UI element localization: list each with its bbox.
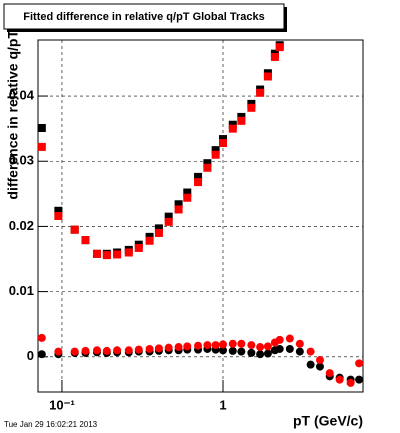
marker (154, 224, 163, 233)
y-axis-label: difference in relative q/pT (5, 30, 21, 200)
marker (295, 347, 304, 356)
marker (134, 345, 143, 354)
marker (37, 142, 46, 151)
marker (164, 217, 173, 226)
marker (183, 342, 192, 351)
marker (113, 346, 122, 355)
marker (247, 348, 256, 357)
marker (174, 200, 183, 209)
marker (134, 243, 143, 252)
marker (92, 346, 101, 355)
marker (285, 334, 294, 343)
marker (154, 344, 163, 353)
marker (211, 150, 220, 159)
marker (228, 124, 237, 133)
marker (306, 347, 315, 356)
marker (355, 375, 364, 384)
marker (183, 188, 192, 197)
marker (92, 249, 101, 258)
marker (164, 212, 173, 221)
marker (203, 163, 212, 172)
marker (194, 341, 203, 350)
marker (219, 138, 228, 147)
marker (174, 205, 183, 214)
marker (211, 146, 220, 155)
marker (263, 72, 272, 81)
title-box (3, 3, 285, 30)
marker (256, 343, 265, 352)
marker (154, 228, 163, 237)
y-tick-label: 0.01 (9, 283, 34, 298)
marker (183, 193, 192, 202)
marker (145, 344, 154, 353)
marker (70, 347, 79, 356)
marker (203, 341, 212, 350)
marker (247, 341, 256, 350)
marker (270, 52, 279, 61)
marker (295, 339, 304, 348)
plot-frame (37, 39, 364, 393)
x-tick-label: 1 (219, 397, 226, 412)
y-tick-label: 0.04 (9, 87, 35, 102)
marker (285, 344, 294, 353)
marker (219, 340, 228, 349)
marker (124, 248, 133, 257)
marker (102, 346, 111, 355)
marker (263, 342, 272, 351)
marker (275, 335, 284, 344)
marker (256, 350, 265, 359)
y-tick-label: 0.03 (9, 153, 34, 168)
marker (81, 236, 90, 245)
marker (81, 346, 90, 355)
marker (145, 236, 154, 245)
marker (237, 116, 246, 125)
marker (275, 43, 284, 52)
y-tick-label: 0 (27, 348, 34, 363)
marker (237, 347, 246, 356)
marker (247, 103, 256, 112)
marker (37, 333, 46, 342)
marker (335, 375, 344, 384)
marker (228, 346, 237, 355)
x-tick-label: 10⁻¹ (49, 397, 75, 412)
marker (164, 343, 173, 352)
marker (203, 159, 212, 168)
marker (315, 356, 324, 365)
marker (237, 339, 246, 348)
marker (275, 344, 284, 353)
marker (113, 250, 122, 259)
marker (263, 349, 272, 358)
marker (219, 346, 228, 355)
marker (174, 343, 183, 352)
marker (194, 178, 203, 187)
marker (194, 172, 203, 181)
marker (124, 346, 133, 355)
marker (54, 347, 63, 356)
marker (256, 88, 265, 97)
y-tick-label: 0.02 (9, 218, 34, 233)
marker (325, 369, 334, 378)
marker (315, 362, 324, 371)
marker (355, 359, 364, 368)
marker (346, 378, 355, 387)
marker (37, 124, 46, 132)
marker (37, 350, 46, 359)
timestamp: Tue Jan 29 16:02:21 2013 (4, 420, 98, 429)
marker (54, 212, 63, 220)
marker (211, 341, 220, 350)
marker (228, 339, 237, 348)
marker (70, 225, 79, 234)
marker (306, 360, 315, 369)
chart-title: Fitted difference in relative q/pT Globa… (23, 11, 264, 23)
marker (102, 251, 111, 260)
x-axis-label: pT (GeV/c) (293, 413, 363, 429)
marker (54, 206, 63, 215)
